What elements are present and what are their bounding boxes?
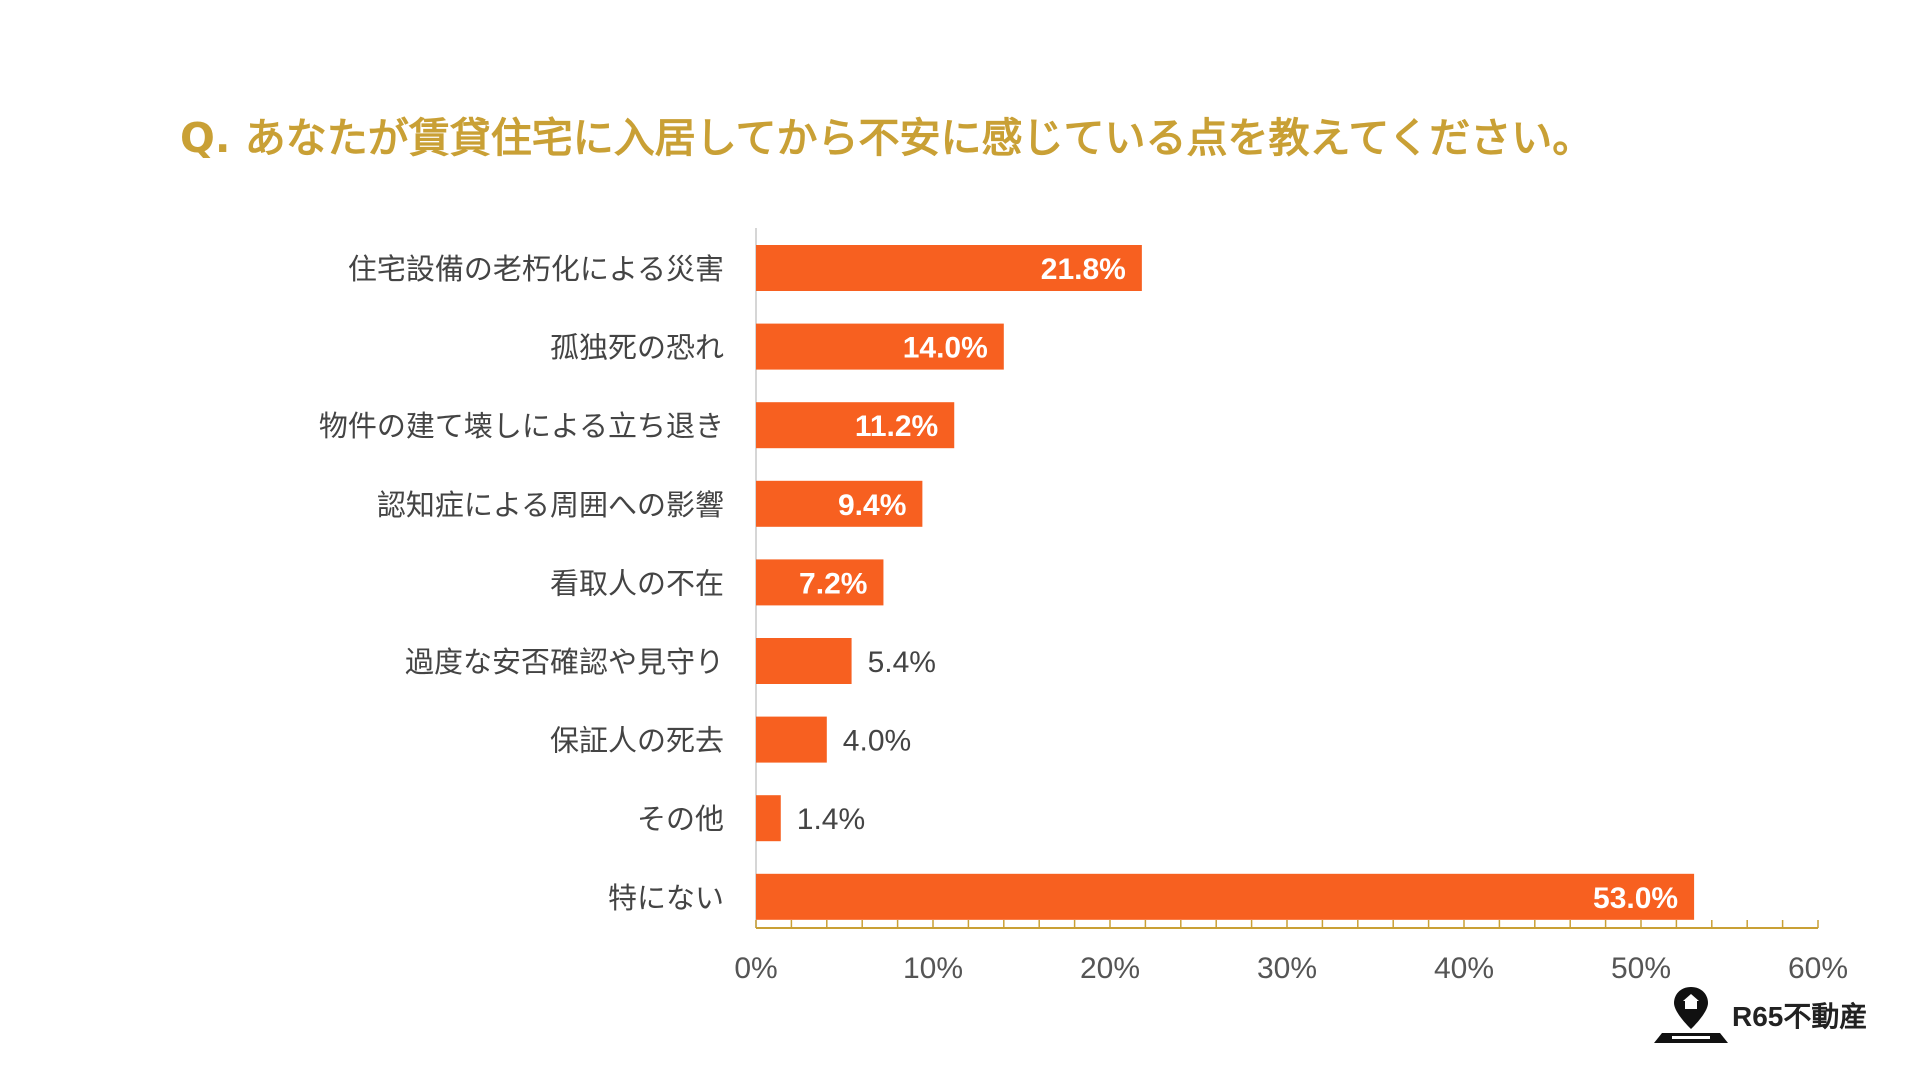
map-pin-icon xyxy=(1654,987,1728,1043)
data-label: 7.2% xyxy=(799,567,867,600)
bar xyxy=(756,480,923,527)
category-label: 物件の建て壊しによる立ち退き xyxy=(319,409,724,443)
data-label: 5.4% xyxy=(868,646,936,679)
category-label: 特にない xyxy=(608,881,724,915)
category-label: 認知症による周囲への影響 xyxy=(377,488,724,522)
category-label: 孤独死の恐れ xyxy=(550,331,724,365)
data-label: 21.8% xyxy=(1041,253,1126,286)
category-label: その他 xyxy=(637,802,724,836)
brand-logo: R65不動産 xyxy=(1652,985,1892,1045)
bar xyxy=(756,873,1695,920)
x-tick-label: 10% xyxy=(903,952,963,985)
category-label: 保証人の死去 xyxy=(550,724,724,758)
bar xyxy=(756,402,955,449)
data-label: 1.4% xyxy=(797,803,865,836)
bar xyxy=(756,245,1142,291)
bar xyxy=(756,638,852,684)
data-label: 11.2% xyxy=(855,410,938,443)
category-label: 過度な安否確認や見守り xyxy=(405,645,724,679)
x-tick-label: 40% xyxy=(1434,952,1494,985)
bar xyxy=(756,716,827,763)
category-label: 住宅設備の老朽化による災害 xyxy=(348,252,724,286)
data-label: 53.0% xyxy=(1593,882,1678,915)
brand-name: R65不動産 xyxy=(1732,1001,1868,1032)
x-tick-label: 50% xyxy=(1611,952,1671,985)
data-label: 9.4% xyxy=(838,489,906,522)
x-tick-label: 60% xyxy=(1788,952,1848,985)
data-label: 4.0% xyxy=(843,725,911,758)
x-tick-label: 30% xyxy=(1257,952,1317,985)
chart-title: Q. あなたが賃貸住宅に入居してから不安に感じている点を教えてください。 xyxy=(180,114,1594,162)
bar xyxy=(756,795,781,842)
x-tick-label: 0% xyxy=(734,952,777,985)
data-label: 14.0% xyxy=(903,332,988,365)
category-label: 看取人の不在 xyxy=(550,566,724,600)
x-tick-label: 20% xyxy=(1080,952,1140,985)
bar xyxy=(756,323,1004,370)
bar xyxy=(756,559,884,606)
